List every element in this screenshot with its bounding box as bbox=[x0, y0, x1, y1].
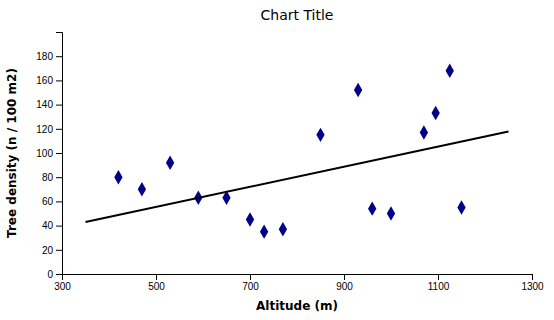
tick-label: 140 bbox=[36, 99, 53, 110]
tick: 1100 bbox=[428, 274, 450, 292]
y-axis: 0 20 40 60 80 100 120 140 160 180 bbox=[36, 33, 62, 280]
tick-mark bbox=[344, 274, 345, 280]
tick-label: 300 bbox=[54, 281, 71, 292]
tick-label: 160 bbox=[36, 75, 53, 86]
tick: 1300 bbox=[521, 274, 544, 292]
trend-line bbox=[86, 132, 509, 222]
tick-label: 120 bbox=[36, 124, 53, 135]
tick-mark bbox=[56, 250, 62, 251]
tick-label: 700 bbox=[242, 281, 259, 292]
scatter-point bbox=[420, 125, 428, 139]
tick-label: 80 bbox=[42, 172, 54, 183]
tick: 120 bbox=[36, 124, 62, 135]
tick-label: 1100 bbox=[428, 281, 450, 292]
scatter-point bbox=[354, 83, 362, 97]
scatter-point bbox=[368, 201, 376, 215]
tick-mark bbox=[56, 129, 62, 130]
plot: 300 500 700 900 1100 1300 0 20 40 60 80 100 120 140 16… bbox=[36, 33, 544, 293]
tick: 0 bbox=[47, 269, 62, 280]
tick: 20 bbox=[42, 245, 62, 256]
tick-mark bbox=[56, 226, 62, 227]
tick: 700 bbox=[242, 274, 259, 292]
tick-label: 20 bbox=[42, 245, 54, 256]
scatter-point bbox=[387, 206, 395, 220]
tick: 60 bbox=[42, 196, 62, 207]
y-axis-title: Tree density (n / 100 m2) bbox=[5, 68, 19, 238]
tick-mark bbox=[438, 274, 439, 280]
tick-mark bbox=[56, 105, 62, 106]
chart-container: 300 500 700 900 1100 1300 0 20 40 60 80 100 120 140 16… bbox=[0, 0, 554, 320]
marks bbox=[86, 64, 509, 239]
tick-mark bbox=[56, 153, 62, 154]
scatter-point bbox=[114, 170, 122, 184]
tick-mark bbox=[56, 177, 62, 178]
tick-label: 900 bbox=[336, 281, 353, 292]
tick: 140 bbox=[36, 99, 62, 110]
scatter-point bbox=[260, 224, 268, 238]
tick-label: 1300 bbox=[521, 281, 544, 292]
x-axis: 300 500 700 900 1100 1300 bbox=[54, 274, 544, 292]
tick-mark bbox=[56, 274, 62, 275]
axis-line bbox=[63, 275, 533, 281]
tick-label: 180 bbox=[36, 51, 53, 62]
tick-label: 60 bbox=[42, 196, 54, 207]
scatter-point bbox=[316, 128, 324, 142]
scatter-point bbox=[246, 212, 254, 226]
x-axis-title: Altitude (m) bbox=[256, 299, 338, 313]
tick: 40 bbox=[42, 220, 62, 231]
scatter-point bbox=[431, 106, 439, 120]
tick-mark bbox=[250, 274, 251, 280]
tick: 160 bbox=[36, 75, 62, 86]
axis-line bbox=[56, 33, 63, 275]
tick: 900 bbox=[336, 274, 353, 292]
tick-label: 100 bbox=[36, 148, 53, 159]
tick-mark bbox=[56, 56, 62, 57]
scatter-point bbox=[457, 200, 465, 214]
scatter-point bbox=[166, 155, 174, 169]
scatter-point bbox=[446, 64, 454, 78]
tick-label: 40 bbox=[42, 220, 54, 231]
tick-label: 500 bbox=[148, 281, 165, 292]
tick-mark bbox=[56, 80, 62, 81]
chart-title: Chart Title bbox=[261, 7, 334, 23]
tick-mark bbox=[56, 201, 62, 202]
tick-label: 0 bbox=[47, 269, 53, 280]
tick-mark bbox=[156, 274, 157, 280]
tick: 100 bbox=[36, 148, 62, 159]
tick: 500 bbox=[148, 274, 165, 292]
tick: 80 bbox=[42, 172, 62, 183]
tick: 300 bbox=[54, 274, 71, 292]
chart-svg: 300 500 700 900 1100 1300 0 20 40 60 80 100 120 140 16… bbox=[0, 0, 554, 320]
scatter-point bbox=[138, 182, 146, 196]
tick: 180 bbox=[36, 51, 62, 62]
tick-mark bbox=[532, 274, 533, 280]
scatter-point bbox=[279, 222, 287, 236]
